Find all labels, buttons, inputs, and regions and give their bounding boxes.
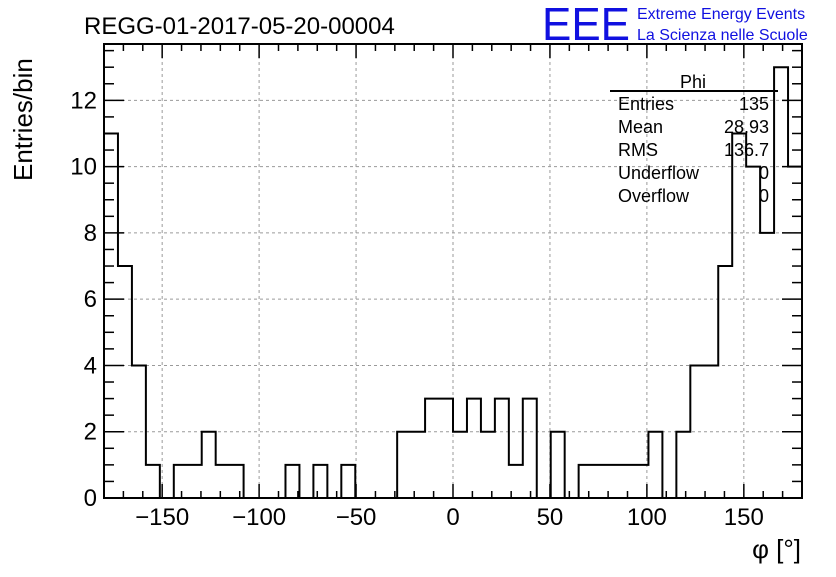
axis-ticks [103,44,803,499]
y-tick-label: 8 [84,220,97,247]
stats-box: Phi Entries 135 Mean 28.93 RMS 136.7 Und… [610,72,778,206]
stats-value-entries: 135 [739,94,769,114]
stats-value-rms: 136.7 [724,140,769,160]
y-axis-label: Entries/bin [8,58,38,181]
x-tick-label: 0 [446,504,459,531]
stats-label-entries: Entries [618,94,674,114]
logo-subtitle-2: La Scienza nelle Scuole [637,27,808,44]
stats-label-underflow: Underflow [618,163,700,183]
eee-logo: EEE [542,0,630,50]
y-tick-label: 6 [84,286,97,313]
x-axis-label: φ [°] [752,534,801,564]
y-tick-label: 10 [70,154,97,181]
x-tick-label: 50 [537,504,564,531]
x-tick-label: −50 [336,504,377,531]
stats-value-underflow: 0 [759,163,769,183]
y-tick-labels: 0 2 4 6 8 10 12 [70,87,97,512]
logo-subtitle-1: Extreme Energy Events [637,6,805,23]
x-tick-label: −100 [232,504,286,531]
y-tick-label: 4 [84,352,97,379]
stats-value-overflow: 0 [759,186,769,206]
plot-frame [103,43,803,499]
x-tick-label: −150 [135,504,189,531]
stats-value-mean: 28.93 [724,117,769,137]
stats-label-rms: RMS [618,140,658,160]
stats-label-overflow: Overflow [618,186,690,206]
x-tick-labels: −150 −100 −50 0 50 100 150 [135,504,764,531]
stats-title: Phi [680,72,706,92]
stats-label-mean: Mean [618,117,663,137]
y-tick-label: 2 [84,419,97,446]
y-tick-label: 0 [84,485,97,512]
chart-title: REGG-01-2017-05-20-00004 [84,13,395,40]
y-tick-label: 12 [70,87,97,114]
histogram-outline [103,66,803,499]
x-tick-label: 100 [627,504,667,531]
x-tick-label: 150 [724,504,764,531]
